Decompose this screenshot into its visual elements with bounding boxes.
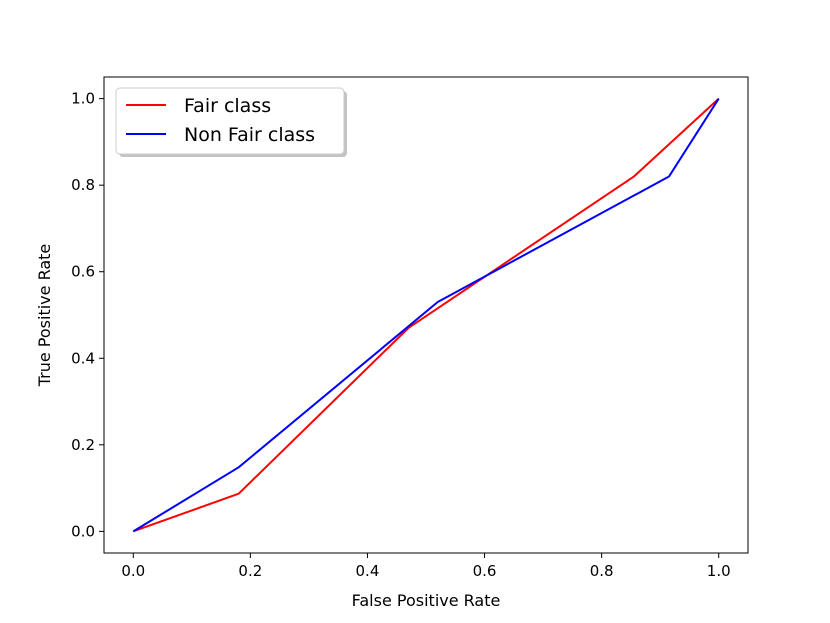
y-tick-label: 1.0 [71,90,95,108]
y-tick-label: 0.4 [71,349,95,367]
y-axis-label: True Positive Rate [35,244,54,388]
x-tick-label: 0.8 [590,562,614,580]
x-tick-label: 0.0 [121,562,145,580]
x-axis-label: False Positive Rate [352,591,501,610]
y-tick-label: 0.2 [71,436,95,454]
y-tick-label: 0.0 [71,522,95,540]
y-axis: 0.0 0.2 0.4 0.6 0.8 1.0 [71,90,104,540]
x-tick-label: 1.0 [707,562,731,580]
x-tick-label: 0.2 [238,562,262,580]
y-tick-label: 0.6 [71,263,95,281]
legend-label: Non Fair class [184,124,315,146]
series-layer [132,97,720,533]
series-line-non-fair-class [132,98,720,533]
legend: Fair class Non Fair class [115,87,347,157]
series-line-fair-class [132,97,720,533]
x-tick-label: 0.6 [473,562,497,580]
legend-box [115,87,345,155]
y-tick-label: 0.8 [71,176,95,194]
plot-frame [103,76,749,554]
x-tick-label: 0.4 [356,562,380,580]
x-axis: 0.0 0.2 0.4 0.6 0.8 1.0 [121,553,731,580]
legend-label: Fair class [184,95,271,117]
